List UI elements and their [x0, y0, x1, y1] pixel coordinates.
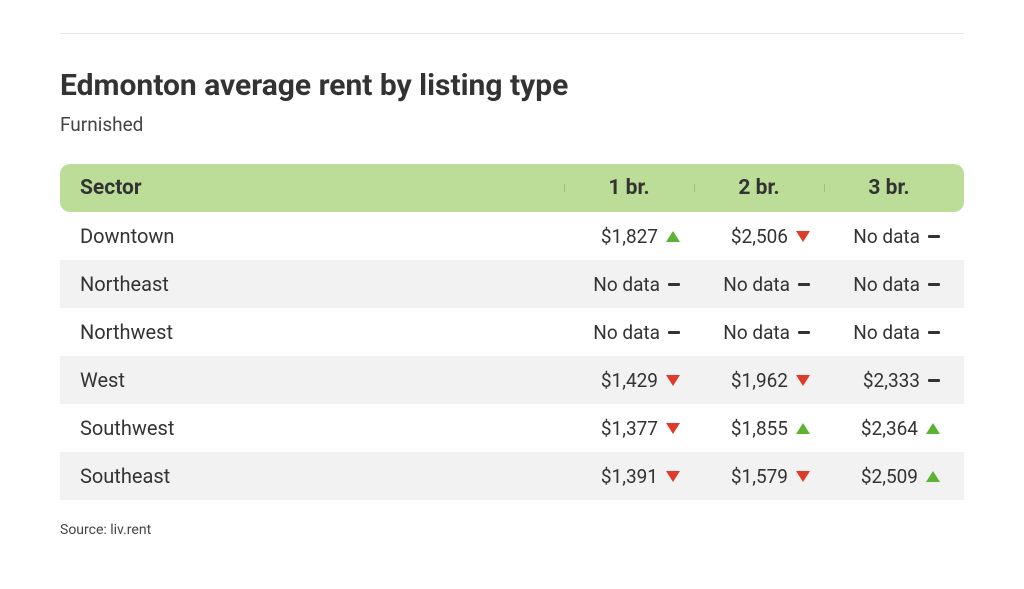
cell-value: No data — [593, 321, 660, 344]
cell-br3: $2,509 — [824, 465, 964, 488]
cell-br1: No data — [564, 273, 694, 296]
sector-label: Southeast — [60, 464, 564, 488]
cell-value: $2,364 — [861, 417, 918, 440]
trend-none-icon — [928, 331, 940, 334]
cell-br1: No data — [564, 321, 694, 344]
trend-none-icon — [798, 331, 810, 334]
trend-down-icon — [666, 375, 680, 386]
cell-br3: No data — [824, 225, 964, 248]
trend-down-icon — [796, 375, 810, 386]
column-header-2br: 2 br. — [694, 176, 824, 200]
cell-value: $2,333 — [863, 369, 920, 392]
cell-br3: No data — [824, 273, 964, 296]
trend-none-icon — [668, 283, 680, 286]
cell-value: $1,579 — [731, 465, 788, 488]
trend-down-icon — [796, 471, 810, 482]
trend-up-icon — [666, 231, 680, 242]
table-row: Southwest $1,377 $1,855 $2,364 — [60, 404, 964, 452]
cell-value: No data — [723, 321, 790, 344]
cell-br2: No data — [694, 321, 824, 344]
cell-value: $1,377 — [601, 417, 658, 440]
cell-value: $2,509 — [861, 465, 918, 488]
cell-value: $1,827 — [601, 225, 658, 248]
cell-br1: $1,391 — [564, 465, 694, 488]
column-header-1br: 1 br. — [564, 176, 694, 200]
trend-down-icon — [666, 471, 680, 482]
trend-up-icon — [796, 423, 810, 434]
cell-br3: $2,364 — [824, 417, 964, 440]
page-title: Edmonton average rent by listing type — [60, 68, 964, 103]
sector-label: West — [60, 368, 564, 392]
subtitle: Furnished — [60, 113, 964, 136]
trend-down-icon — [796, 231, 810, 242]
cell-value: $1,391 — [601, 465, 658, 488]
table-row: Northeast No data No data No data — [60, 260, 964, 308]
table-row: Downtown $1,827 $2,506 No data — [60, 212, 964, 260]
cell-value: No data — [723, 273, 790, 296]
sector-label: Northwest — [60, 320, 564, 344]
cell-value: $1,962 — [731, 369, 788, 392]
cell-br2: No data — [694, 273, 824, 296]
column-header-3br: 3 br. — [824, 176, 964, 200]
cell-br2: $1,962 — [694, 369, 824, 392]
cell-value: No data — [853, 321, 920, 344]
column-header-sector: Sector — [60, 176, 564, 200]
cell-br2: $1,579 — [694, 465, 824, 488]
table-row: West $1,429 $1,962 $2,333 — [60, 356, 964, 404]
sector-label: Downtown — [60, 224, 564, 248]
trend-none-icon — [928, 379, 940, 382]
source-attribution: Source: liv.rent — [60, 522, 964, 538]
trend-none-icon — [668, 331, 680, 334]
cell-value: $2,506 — [731, 225, 788, 248]
sector-label: Southwest — [60, 416, 564, 440]
cell-br3: No data — [824, 321, 964, 344]
cell-value: No data — [593, 273, 660, 296]
cell-value: No data — [853, 225, 920, 248]
trend-none-icon — [928, 283, 940, 286]
trend-up-icon — [926, 471, 940, 482]
trend-none-icon — [798, 283, 810, 286]
trend-none-icon — [928, 235, 940, 238]
cell-value: No data — [853, 273, 920, 296]
rent-table: Sector 1 br. 2 br. 3 br. Downtown $1,827 $… — [60, 164, 964, 500]
cell-br1: $1,377 — [564, 417, 694, 440]
trend-up-icon — [926, 423, 940, 434]
table-row: Southeast $1,391 $1,579 $2,509 — [60, 452, 964, 500]
cell-br1: $1,429 — [564, 369, 694, 392]
trend-down-icon — [666, 423, 680, 434]
table-row: Northwest No data No data No data — [60, 308, 964, 356]
rent-table-card: Edmonton average rent by listing type Fu… — [0, 0, 1024, 538]
cell-br2: $2,506 — [694, 225, 824, 248]
cell-br3: $2,333 — [824, 369, 964, 392]
top-divider — [60, 33, 964, 34]
cell-value: $1,855 — [731, 417, 788, 440]
cell-value: $1,429 — [601, 369, 658, 392]
cell-br1: $1,827 — [564, 225, 694, 248]
table-header-row: Sector 1 br. 2 br. 3 br. — [60, 164, 964, 212]
sector-label: Northeast — [60, 272, 564, 296]
cell-br2: $1,855 — [694, 417, 824, 440]
